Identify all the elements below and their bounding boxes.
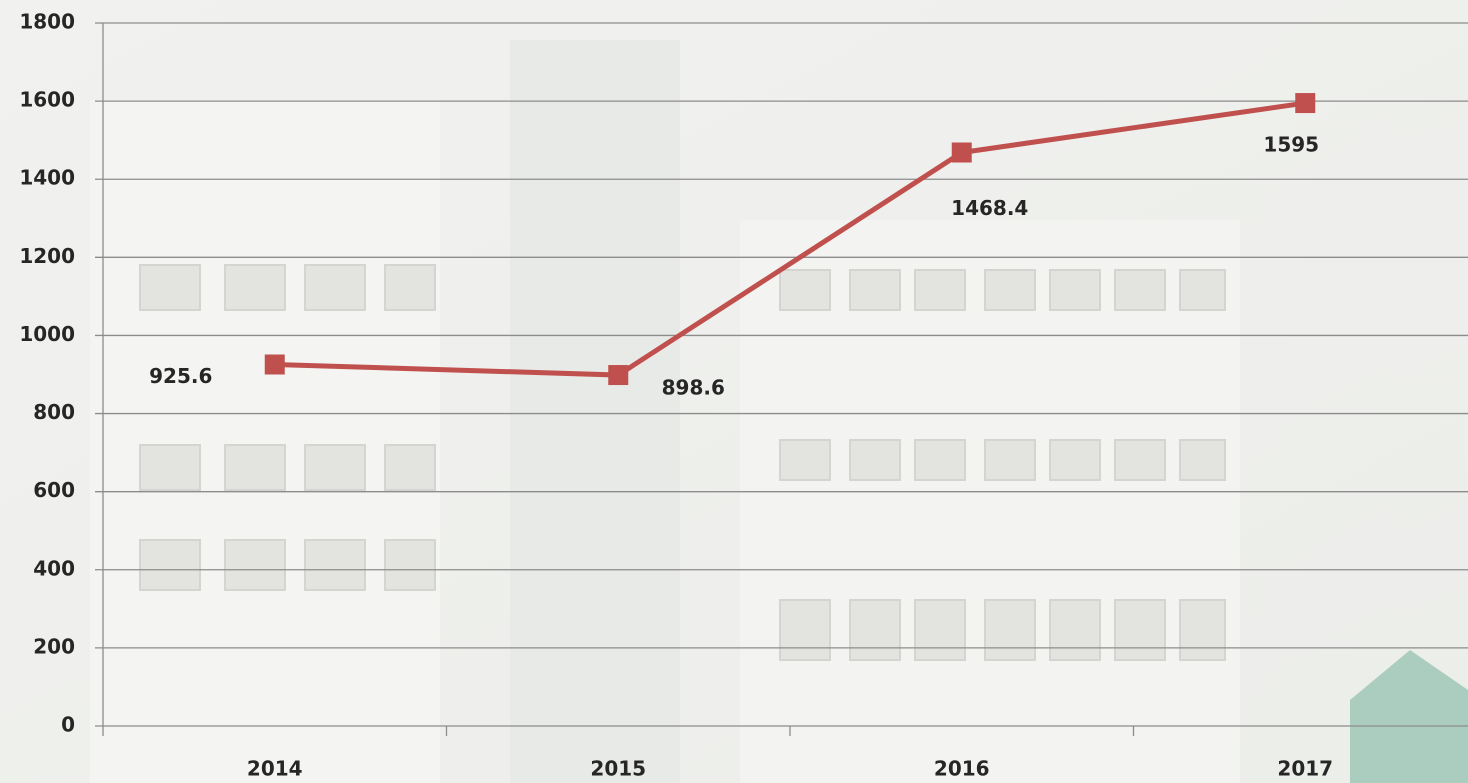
y-tick-label: 1400	[19, 166, 75, 190]
line	[274, 100, 1306, 378]
x-tick-label: 2016	[934, 757, 990, 781]
y-tick-label: 1800	[19, 10, 75, 34]
marker	[951, 142, 972, 163]
y-tick-label: 600	[33, 478, 75, 502]
data-label: 1468.4	[951, 196, 1028, 220]
y-tick-label: 200	[33, 634, 75, 658]
y-tick-label: 0	[61, 713, 75, 737]
x-tick-label: 2017	[1277, 757, 1333, 781]
y-tick-label: 1600	[19, 88, 75, 112]
y-tick-label: 1200	[19, 244, 75, 268]
x-tick-label: 2015	[590, 757, 646, 781]
x-tick-label: 2014	[247, 757, 303, 781]
y-tick-label: 800	[33, 400, 75, 424]
marker	[264, 354, 285, 375]
marker	[1295, 93, 1316, 114]
data-label: 925.6	[149, 364, 212, 388]
data-label: 1595	[1263, 133, 1319, 157]
y-tick-label: 1000	[19, 322, 75, 346]
data-label: 898.6	[662, 376, 725, 400]
y-tick-label: 400	[33, 556, 75, 580]
marker	[608, 365, 629, 386]
